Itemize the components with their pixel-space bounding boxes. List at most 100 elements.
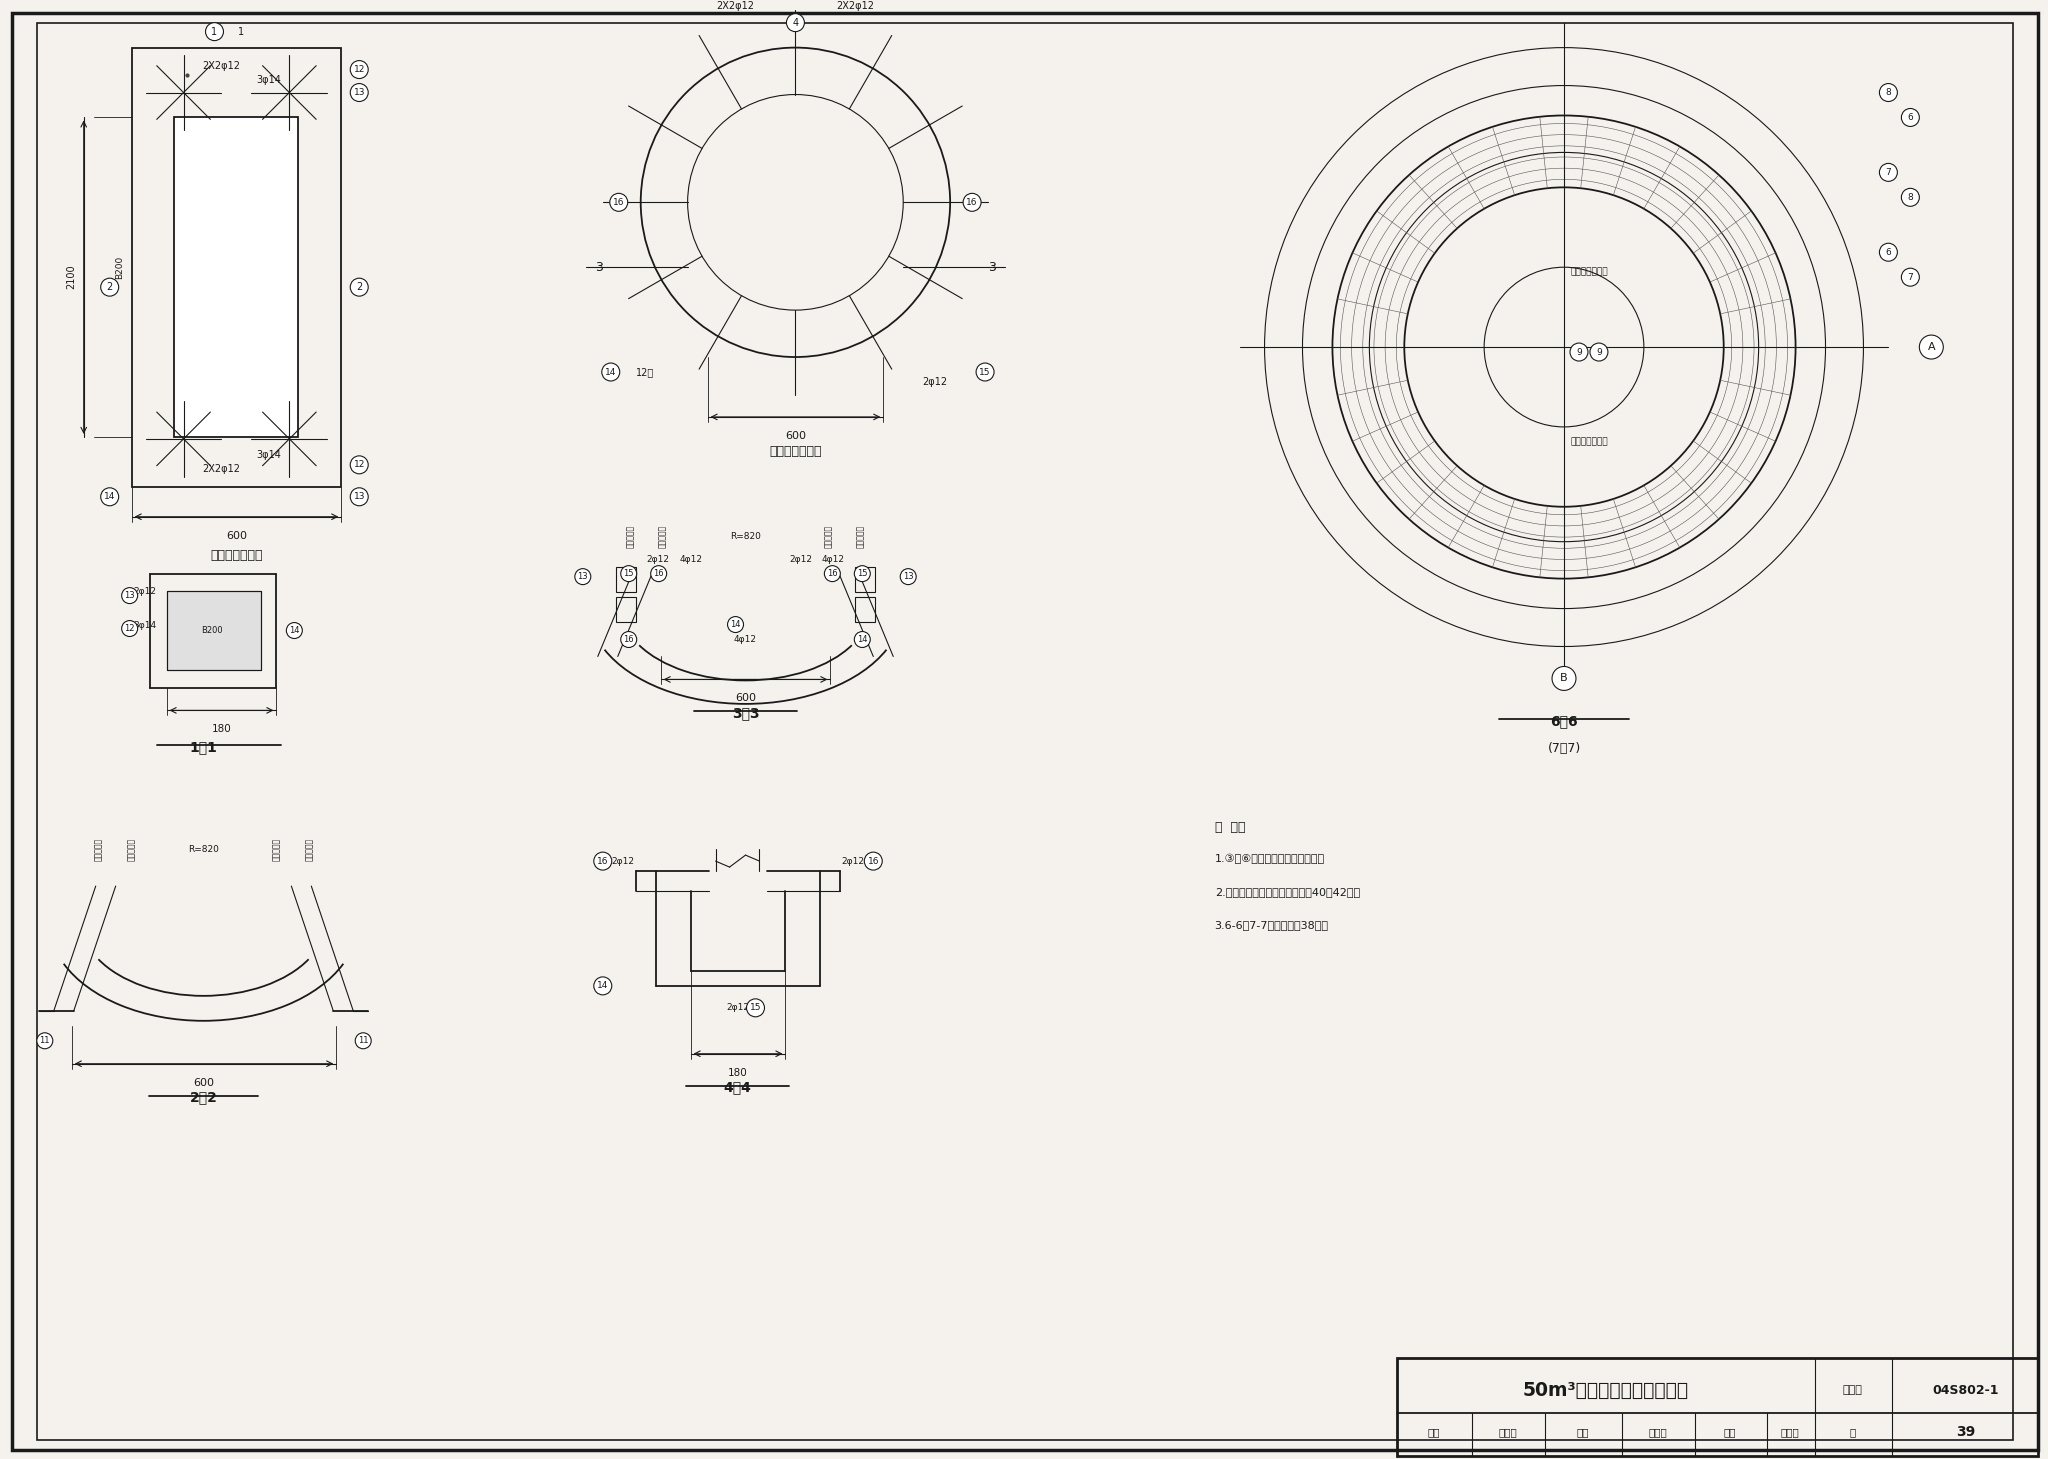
Text: 3φ14: 3φ14 bbox=[256, 74, 281, 85]
Circle shape bbox=[100, 279, 119, 296]
Text: 3－3: 3－3 bbox=[731, 706, 760, 721]
Text: 陈量声: 陈量声 bbox=[1649, 1427, 1667, 1437]
Text: 4φ12: 4φ12 bbox=[821, 556, 846, 565]
Text: 12根: 12根 bbox=[635, 368, 653, 376]
Circle shape bbox=[1880, 244, 1896, 261]
Text: 1: 1 bbox=[211, 26, 217, 36]
Text: 180: 180 bbox=[211, 724, 231, 734]
Text: 600: 600 bbox=[735, 693, 756, 703]
Text: B200: B200 bbox=[115, 255, 125, 279]
Text: 15: 15 bbox=[623, 569, 635, 578]
Circle shape bbox=[575, 569, 590, 585]
Circle shape bbox=[1552, 667, 1577, 690]
Text: 2X2φ12: 2X2φ12 bbox=[836, 0, 874, 10]
Text: 16: 16 bbox=[623, 635, 635, 643]
Text: 审核: 审核 bbox=[1427, 1427, 1440, 1437]
Text: 8: 8 bbox=[1886, 88, 1890, 98]
Text: R=820: R=820 bbox=[729, 533, 762, 541]
Text: 2φ12: 2φ12 bbox=[133, 587, 156, 597]
Text: 3φ14: 3φ14 bbox=[133, 622, 156, 630]
Circle shape bbox=[205, 23, 223, 41]
Text: 14: 14 bbox=[104, 492, 115, 502]
Text: 600: 600 bbox=[193, 1078, 213, 1088]
Bar bbox=[1397, 1358, 2038, 1456]
Text: 16: 16 bbox=[612, 198, 625, 207]
Text: 支模横向板: 支模横向板 bbox=[657, 525, 668, 549]
Circle shape bbox=[121, 588, 137, 604]
Text: 6－6: 6－6 bbox=[1550, 715, 1577, 728]
Text: 600: 600 bbox=[225, 531, 248, 541]
Text: 14: 14 bbox=[856, 635, 868, 643]
Circle shape bbox=[1880, 83, 1896, 102]
Circle shape bbox=[121, 620, 137, 636]
Text: 校对: 校对 bbox=[1577, 1427, 1589, 1437]
Text: 3φ14: 3φ14 bbox=[256, 449, 281, 460]
Text: B200: B200 bbox=[201, 626, 223, 635]
Text: 设计: 设计 bbox=[1724, 1427, 1737, 1437]
Circle shape bbox=[1919, 336, 1944, 359]
Text: 紧件防管引下端: 紧件防管引下端 bbox=[1571, 267, 1608, 277]
Text: 3: 3 bbox=[987, 261, 995, 274]
Text: 13: 13 bbox=[354, 88, 365, 98]
Text: 16: 16 bbox=[598, 856, 608, 865]
Circle shape bbox=[37, 1033, 53, 1049]
Text: 15: 15 bbox=[979, 368, 991, 376]
Text: 2: 2 bbox=[356, 282, 362, 292]
Text: 1: 1 bbox=[238, 26, 244, 36]
Bar bbox=[616, 566, 635, 591]
Circle shape bbox=[854, 632, 870, 648]
Text: 7: 7 bbox=[1886, 168, 1890, 177]
Text: 180: 180 bbox=[727, 1068, 748, 1078]
Circle shape bbox=[963, 194, 981, 212]
Text: 说  明：: 说 明： bbox=[1214, 821, 1245, 835]
Circle shape bbox=[901, 569, 915, 585]
Text: 13: 13 bbox=[903, 572, 913, 581]
Bar bbox=[174, 118, 299, 436]
Circle shape bbox=[1901, 268, 1919, 286]
Text: 14: 14 bbox=[598, 982, 608, 991]
Bar bbox=[616, 597, 635, 622]
Text: 2φ12: 2φ12 bbox=[727, 1004, 750, 1013]
Text: 1.③、⑥号锂筋施工时弯成弧形。: 1.③、⑥号锂筋施工时弯成弧形。 bbox=[1214, 854, 1325, 865]
Circle shape bbox=[1901, 188, 1919, 206]
Text: A: A bbox=[1927, 341, 1935, 352]
Text: 支模纵向板: 支模纵向板 bbox=[305, 837, 313, 861]
Text: 2φ12: 2φ12 bbox=[647, 556, 670, 565]
Text: 14: 14 bbox=[604, 368, 616, 376]
Text: 6: 6 bbox=[1907, 112, 1913, 123]
Text: 2: 2 bbox=[106, 282, 113, 292]
Text: 12: 12 bbox=[125, 624, 135, 633]
Circle shape bbox=[621, 632, 637, 648]
Text: 支模纵向板: 支模纵向板 bbox=[627, 525, 635, 549]
Circle shape bbox=[602, 363, 621, 381]
Text: 6: 6 bbox=[1886, 248, 1890, 257]
Text: 600: 600 bbox=[784, 430, 807, 441]
Circle shape bbox=[864, 852, 883, 870]
Bar bbox=[856, 597, 874, 622]
Bar bbox=[856, 566, 874, 591]
Text: 4φ12: 4φ12 bbox=[680, 556, 702, 565]
Circle shape bbox=[651, 566, 668, 582]
Text: 2φ12: 2φ12 bbox=[922, 376, 948, 387]
Text: 归寅石: 归寅石 bbox=[1499, 1427, 1518, 1437]
Text: 16: 16 bbox=[967, 198, 977, 207]
Text: 7: 7 bbox=[1907, 273, 1913, 282]
Text: (7－7): (7－7) bbox=[1548, 743, 1581, 756]
Circle shape bbox=[854, 566, 870, 582]
Circle shape bbox=[748, 999, 764, 1017]
Circle shape bbox=[786, 13, 805, 32]
Text: 2φ12: 2φ12 bbox=[788, 556, 811, 565]
Text: 页: 页 bbox=[1849, 1427, 1855, 1437]
Text: 39: 39 bbox=[1956, 1425, 1974, 1439]
Circle shape bbox=[354, 1033, 371, 1049]
Circle shape bbox=[287, 623, 303, 639]
Text: 门洞加固配筋图: 门洞加固配筋图 bbox=[211, 549, 262, 562]
Text: 12: 12 bbox=[354, 461, 365, 470]
Text: 13: 13 bbox=[125, 591, 135, 600]
Text: 3.6-6，7-7剪面位置见38页。: 3.6-6，7-7剪面位置见38页。 bbox=[1214, 921, 1329, 929]
Text: 2－2: 2－2 bbox=[190, 1091, 217, 1104]
Bar bbox=[166, 591, 262, 671]
Text: 2.其余锂筋表及材料用量表详见40－42页。: 2.其余锂筋表及材料用量表详见40－42页。 bbox=[1214, 887, 1360, 897]
Text: 13: 13 bbox=[578, 572, 588, 581]
Text: 14: 14 bbox=[731, 620, 741, 629]
